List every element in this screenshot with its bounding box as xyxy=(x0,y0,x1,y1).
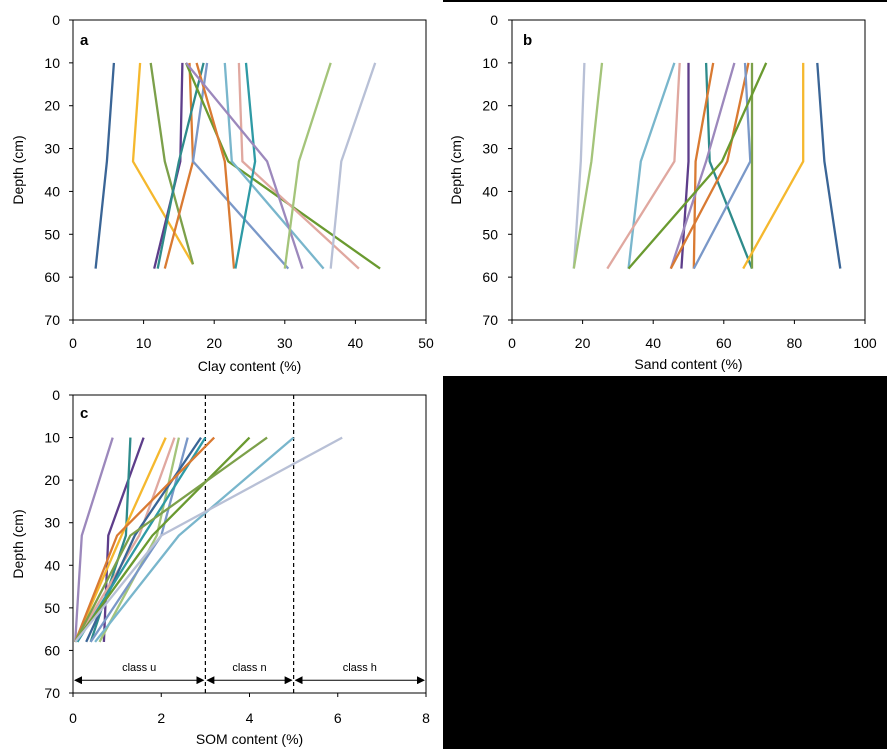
x-tick-label: 20 xyxy=(206,335,222,351)
series-line-s8 xyxy=(184,62,381,270)
series-line-s4 xyxy=(74,437,167,643)
x-tick-label: 50 xyxy=(418,335,434,351)
x-tick-label: 0 xyxy=(69,710,77,726)
series-line-s11 xyxy=(74,436,251,643)
series-line-s13 xyxy=(185,62,304,269)
y-tick-label: 10 xyxy=(44,55,60,71)
series-line-s6 xyxy=(156,62,205,269)
series-line-s3 xyxy=(149,62,195,265)
x-tick-label: 80 xyxy=(787,335,803,351)
chart-a: 0 10 20 30 40 50 60 70 0 10 20 30 40 50 Clay content (… xyxy=(10,12,434,374)
series-line-s12 xyxy=(234,62,257,269)
y-tick-label: 50 xyxy=(44,600,60,616)
series-line-s12 xyxy=(627,62,768,270)
plot-frame xyxy=(72,19,427,321)
y-tick-label: 20 xyxy=(482,98,498,114)
y-tick-label: 50 xyxy=(44,226,60,242)
y-tick-label: 30 xyxy=(482,141,498,157)
series-line-s2 xyxy=(572,62,604,269)
empty-black-panel xyxy=(443,376,887,749)
y-tick-label: 30 xyxy=(44,141,60,157)
series-line-s1 xyxy=(94,62,116,269)
y-tick-label: 30 xyxy=(44,515,60,531)
x-tick-label: 0 xyxy=(69,335,77,351)
y-tick-label: 40 xyxy=(482,183,498,199)
series-line-s13 xyxy=(742,62,805,270)
series-line-s14 xyxy=(816,62,842,269)
series-line-s9 xyxy=(76,436,207,643)
series-line-s3 xyxy=(627,62,676,269)
x-tick-label: 60 xyxy=(716,335,732,351)
panel-label: a xyxy=(80,32,89,49)
y-tick-label: 70 xyxy=(44,312,60,328)
y-tick-label: 20 xyxy=(44,98,60,114)
chart-c: 0 10 20 30 40 50 60 70 0 2 4 6 8 SOM content (%) Depth… xyxy=(10,387,430,747)
series-line-s4 xyxy=(153,62,184,269)
series-line-s1 xyxy=(74,437,114,642)
y-tick-label: 40 xyxy=(44,183,60,199)
y-tick-label: 10 xyxy=(482,55,498,71)
y-axis-label: Depth (cm) xyxy=(10,509,26,578)
y-tick-label: 60 xyxy=(482,269,498,285)
y-axis-label: Depth (cm) xyxy=(448,135,464,204)
series-line-s6 xyxy=(704,62,754,270)
y-tick-label: 70 xyxy=(44,685,60,701)
x-axis-label: Clay content (%) xyxy=(198,358,301,374)
series-line-s15 xyxy=(329,62,377,269)
x-axis-label: Sand content (%) xyxy=(634,356,742,372)
series-line-s1 xyxy=(572,62,586,269)
panel-label: b xyxy=(523,32,532,49)
series-line-s11 xyxy=(237,62,360,270)
series-line-s10 xyxy=(692,62,752,270)
series-line-s14 xyxy=(283,62,332,269)
x-tick-label: 10 xyxy=(136,335,152,351)
x-tick-label: 8 xyxy=(422,710,430,726)
x-tick-label: 0 xyxy=(508,335,516,351)
plot-frame xyxy=(511,19,866,321)
y-tick-label: 60 xyxy=(44,269,60,285)
x-tick-label: 40 xyxy=(348,335,364,351)
x-axis-label: SOM content (%) xyxy=(196,731,303,747)
class-label: class h xyxy=(343,662,377,674)
series-line-s7 xyxy=(191,62,290,270)
x-tick-label: 30 xyxy=(277,335,293,351)
series-line-s10 xyxy=(223,62,325,270)
top-border-line xyxy=(443,0,887,2)
series-line-s8 xyxy=(85,436,202,643)
y-tick-label: 0 xyxy=(490,12,498,28)
y-tick-label: 0 xyxy=(52,12,60,28)
y-tick-label: 60 xyxy=(44,642,60,658)
class-label: class u xyxy=(122,662,156,674)
x-tick-label: 2 xyxy=(157,710,165,726)
series-line-s9 xyxy=(669,62,750,270)
series-line-s14 xyxy=(74,436,343,643)
y-tick-label: 0 xyxy=(52,387,60,403)
x-tick-label: 6 xyxy=(334,710,342,726)
x-tick-label: 4 xyxy=(246,710,254,726)
series-line-s9 xyxy=(195,62,236,269)
y-tick-label: 70 xyxy=(482,312,498,328)
series-line-s5 xyxy=(74,437,176,643)
class-label: class n xyxy=(232,662,266,674)
series-line-s7 xyxy=(692,62,715,269)
x-tick-label: 20 xyxy=(575,335,591,351)
chart-b: 0 10 20 30 40 50 60 70 0 20 40 60 80 100 Sand content … xyxy=(448,12,877,372)
series-line-s6 xyxy=(98,437,181,643)
series-line-s10 xyxy=(74,436,216,643)
y-axis-label: Depth (cm) xyxy=(10,135,26,204)
series-line-s4 xyxy=(606,62,681,270)
series-line-s13 xyxy=(94,436,295,643)
x-tick-label: 40 xyxy=(645,335,661,351)
y-tick-label: 10 xyxy=(44,430,60,446)
series-line-s8 xyxy=(669,62,736,269)
y-tick-label: 40 xyxy=(44,557,60,573)
x-tick-label: 100 xyxy=(853,335,877,351)
series-line-s12 xyxy=(74,436,268,643)
y-tick-label: 50 xyxy=(482,226,498,242)
panel-label: c xyxy=(80,405,88,422)
y-tick-label: 20 xyxy=(44,472,60,488)
series-line-s2 xyxy=(131,62,194,265)
